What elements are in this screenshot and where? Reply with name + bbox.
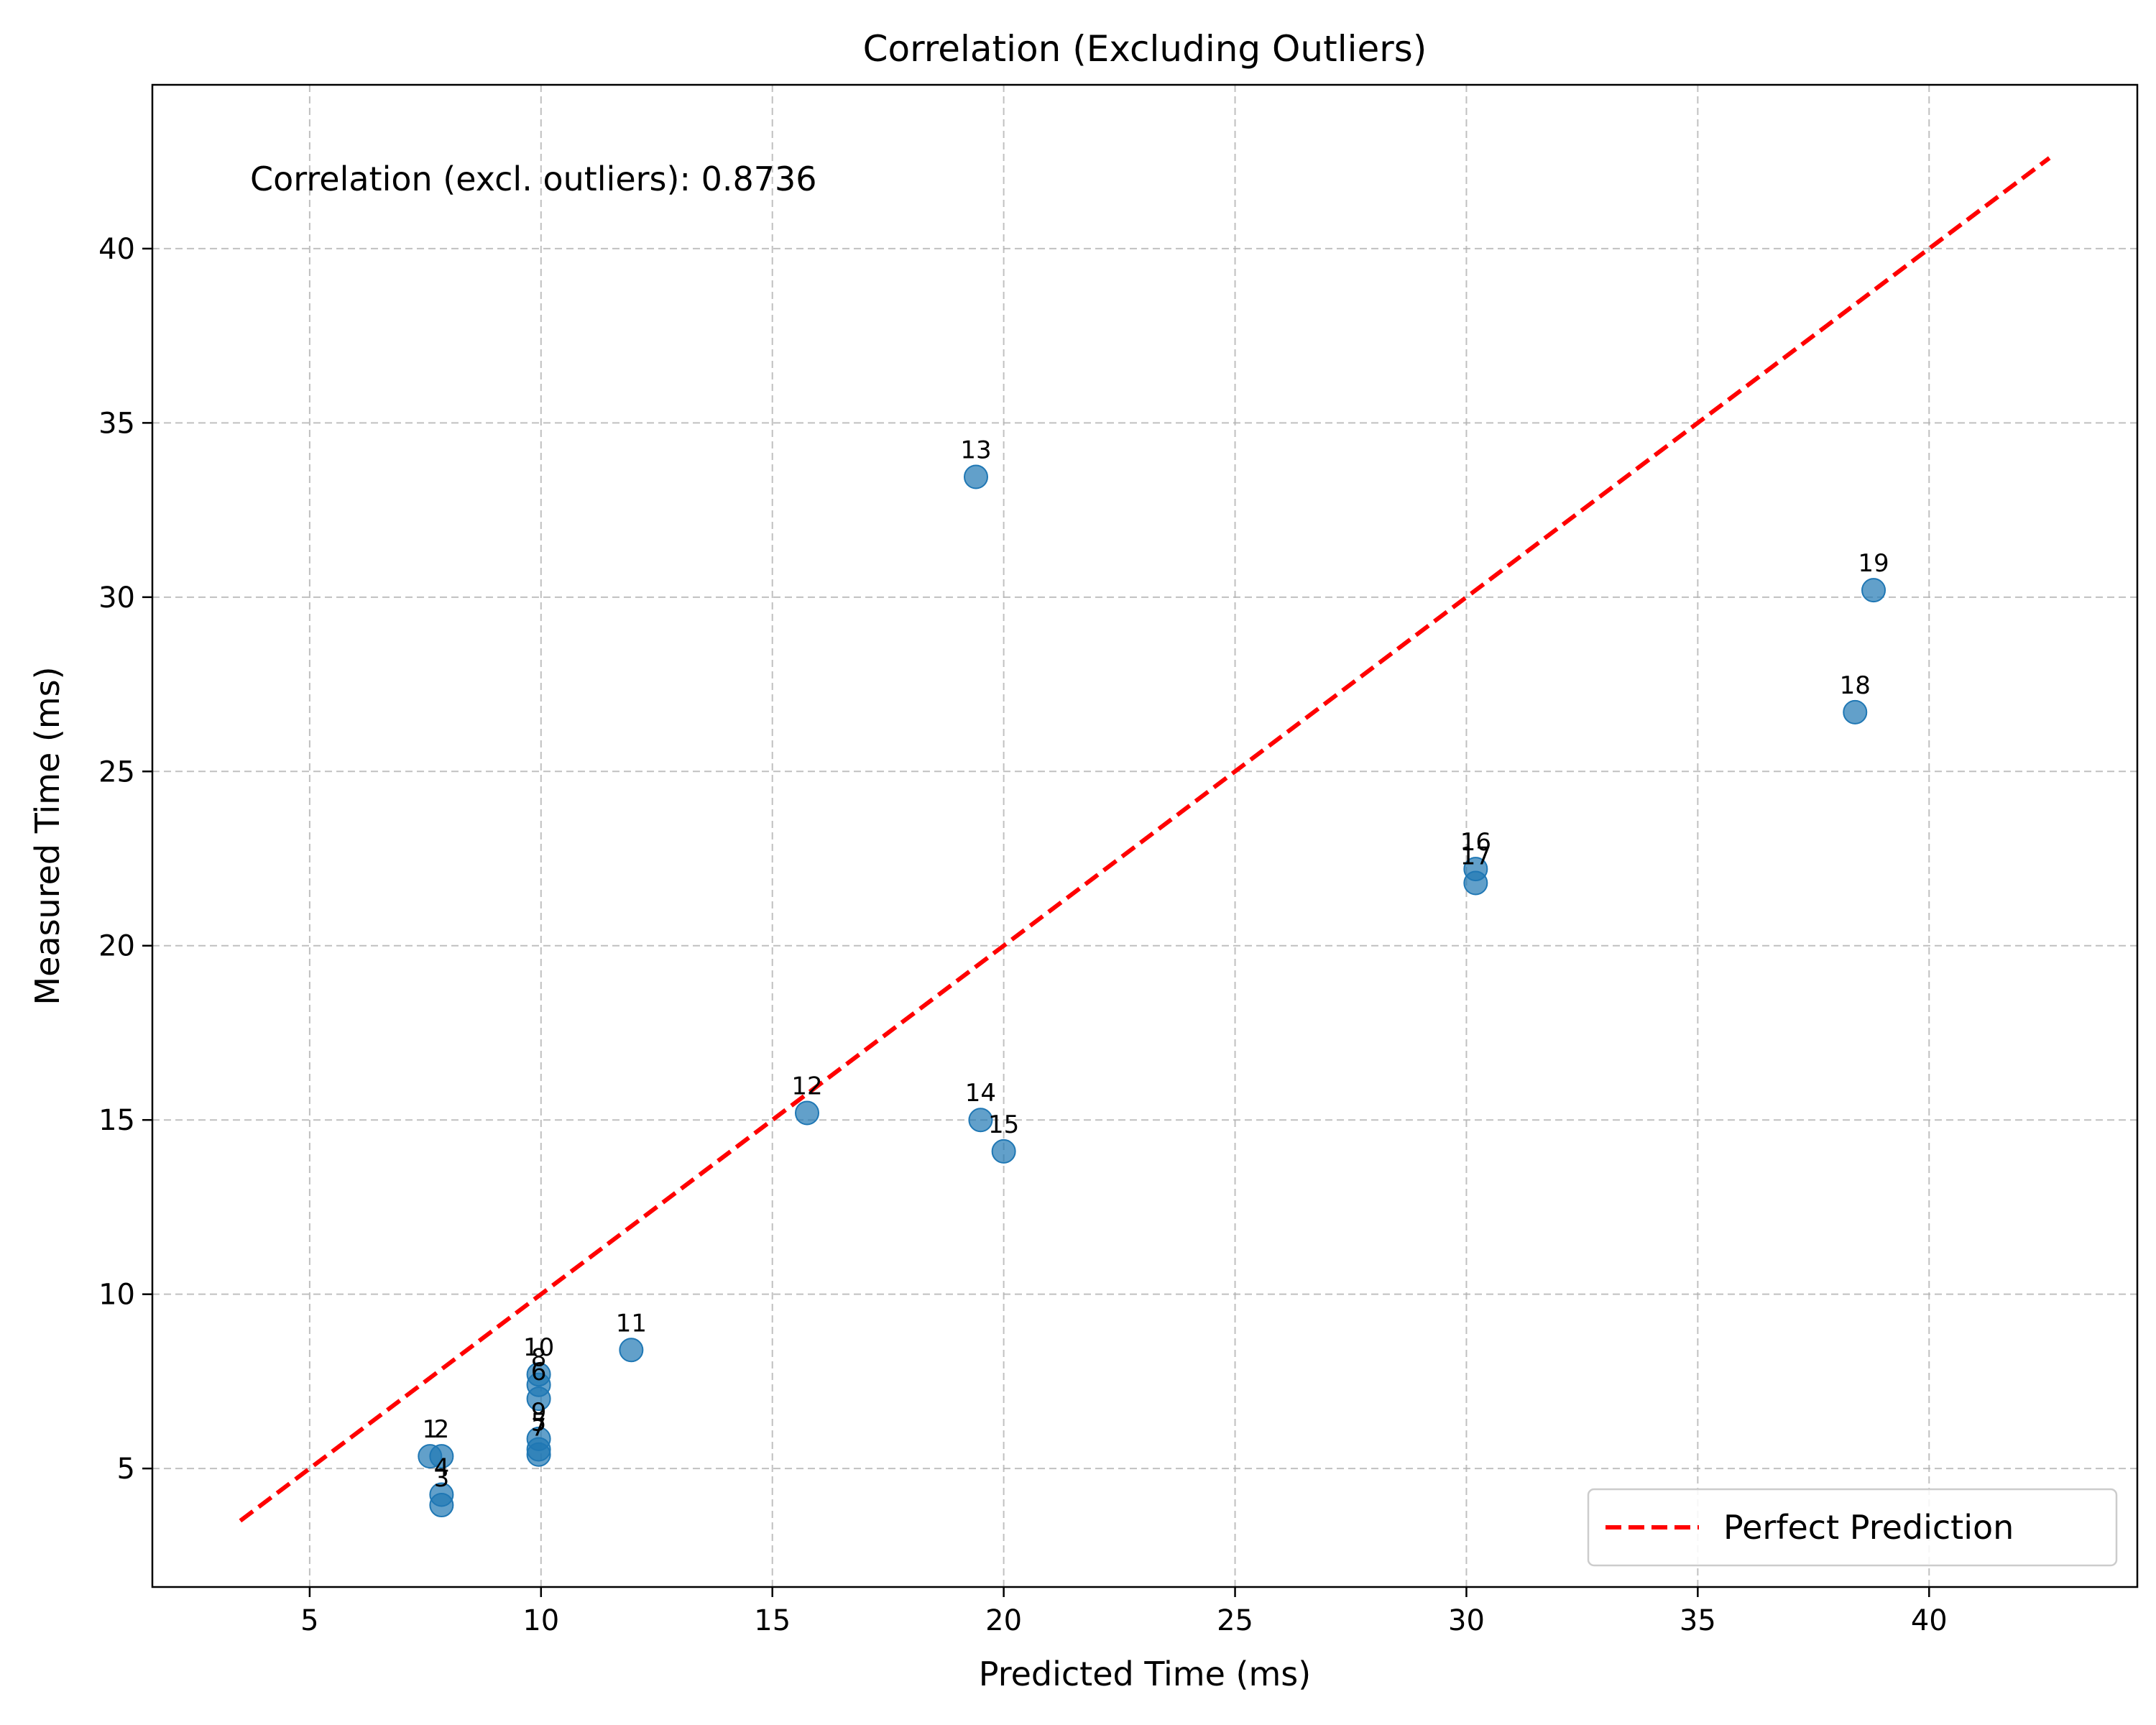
point-label-3: 3 <box>434 1464 450 1493</box>
x-axis-label: Predicted Time (ms) <box>979 1655 1311 1693</box>
reference-line-layer <box>239 156 2051 1523</box>
y-tick-label-15: 15 <box>98 1104 135 1137</box>
axes-frame <box>151 83 2139 1588</box>
data-point-17 <box>1463 870 1488 896</box>
x-tick-label-30: 30 <box>1448 1604 1485 1637</box>
point-label-12: 12 <box>791 1072 822 1101</box>
data-point-10 <box>526 1362 551 1387</box>
y-tick-label-40: 40 <box>98 233 135 266</box>
y-axis-label: Measured Time (ms) <box>28 666 67 1005</box>
point-label-14: 14 <box>965 1079 996 1108</box>
data-point-13 <box>964 464 989 489</box>
data-point-19 <box>1861 578 1886 603</box>
point-label-16: 16 <box>1460 828 1491 857</box>
point-label-9: 9 <box>531 1398 547 1427</box>
y-tick-label-35: 35 <box>98 407 135 440</box>
x-tick-label-10: 10 <box>522 1604 559 1637</box>
point-label-8: 8 <box>531 1344 547 1373</box>
point-label-7: 7 <box>531 1414 547 1443</box>
point-label-5: 5 <box>531 1408 547 1437</box>
y-tick-label-30: 30 <box>98 581 135 615</box>
data-point-15 <box>991 1138 1016 1164</box>
point-label-2: 2 <box>434 1415 450 1444</box>
x-tick-label-15: 15 <box>754 1604 791 1637</box>
grid-lines <box>152 85 2137 1587</box>
data-points <box>418 464 1886 1518</box>
point-label-11: 11 <box>616 1309 647 1338</box>
legend: Perfect Prediction <box>1587 1488 2118 1567</box>
data-point-18 <box>1843 699 1868 724</box>
x-tick-label-20: 20 <box>985 1604 1022 1637</box>
legend-box <box>1587 1488 2118 1567</box>
chart-title: Correlation (Excluding Outliers) <box>863 28 1427 70</box>
point-label-18: 18 <box>1840 671 1871 700</box>
point-label-19: 19 <box>1858 549 1889 578</box>
y-tick-label-10: 10 <box>98 1279 135 1312</box>
legend-label-perfect-prediction: Perfect Prediction <box>1723 1508 2014 1547</box>
y-tick-label-20: 20 <box>98 930 135 963</box>
perfect-prediction-line <box>239 156 2051 1523</box>
point-label-1: 1 <box>422 1415 438 1444</box>
data-point-11 <box>619 1338 644 1363</box>
x-tick-label-5: 5 <box>300 1604 318 1637</box>
x-tick-label-25: 25 <box>1217 1604 1253 1637</box>
data-point-12 <box>795 1100 820 1126</box>
correlation-annotation: Correlation (excl. outliers): 0.8736 <box>250 160 817 198</box>
x-tick-label-35: 35 <box>1680 1604 1716 1637</box>
point-label-10: 10 <box>523 1333 554 1362</box>
point-label-13: 13 <box>960 436 991 465</box>
data-point-14 <box>968 1108 993 1133</box>
y-tick-label-25: 25 <box>98 755 135 788</box>
point-label-15: 15 <box>988 1110 1019 1139</box>
y-tick-label-5: 5 <box>117 1453 135 1486</box>
x-tick-label-40: 40 <box>1911 1604 1948 1637</box>
point-label-4: 4 <box>434 1453 450 1482</box>
point-label-6: 6 <box>531 1358 547 1386</box>
data-point-9 <box>526 1426 551 1451</box>
data-point-4 <box>429 1482 454 1507</box>
point-label-17: 17 <box>1460 842 1491 870</box>
data-point-2 <box>429 1444 454 1469</box>
